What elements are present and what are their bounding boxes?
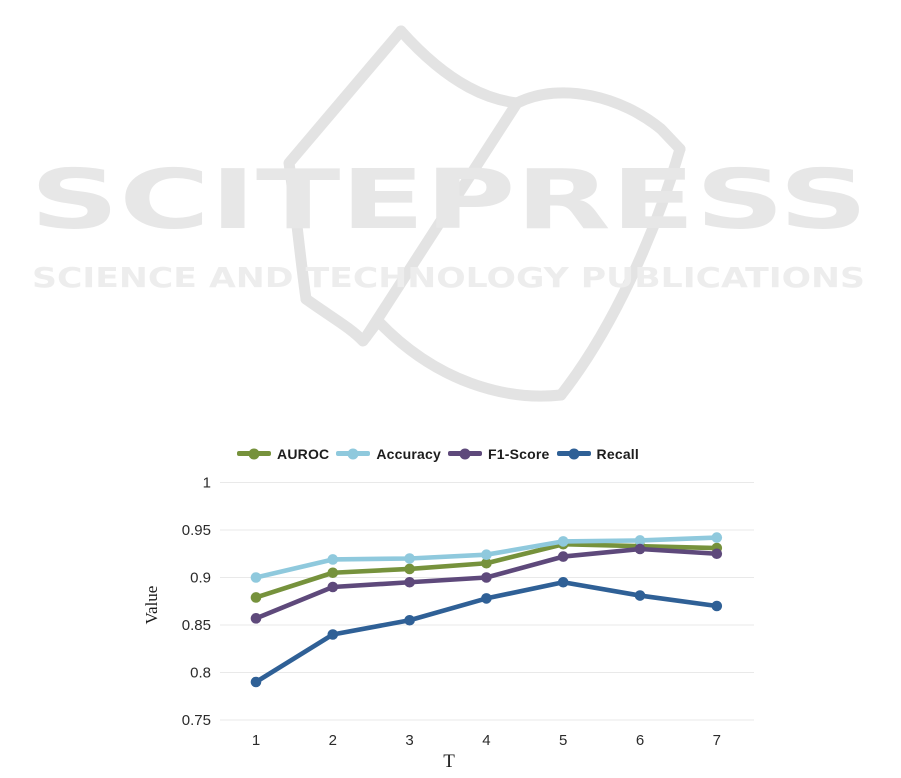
data-point-accuracy-7 [711, 532, 723, 543]
y-tick-label-0.95: 0.95 [182, 522, 211, 539]
y-tick-label-1: 1 [203, 475, 211, 492]
data-point-auroc-1 [250, 592, 262, 603]
data-point-f1-score-1 [250, 613, 262, 624]
data-point-recall-3 [404, 614, 415, 626]
data-point-f1-score-4 [481, 572, 492, 583]
data-point-accuracy-5 [557, 536, 569, 547]
data-point-auroc-4 [481, 557, 492, 569]
chart-legend: AUROC Accuracy F1-Score Recall [0, 444, 892, 463]
legend-marker-icon [336, 448, 371, 459]
data-point-f1-score-2 [327, 581, 339, 593]
y-axis-title: Value [142, 585, 161, 625]
data-point-accuracy-6 [634, 535, 646, 546]
x-tick-label-4: 4 [482, 732, 490, 749]
legend-label: F1-Score [488, 445, 550, 462]
legend-label: Recall [596, 445, 639, 462]
data-point-accuracy-1 [250, 572, 262, 583]
x-tick-label-6: 6 [636, 732, 644, 749]
legend-item-accuracy: Accuracy [336, 446, 448, 462]
data-point-recall-5 [557, 576, 569, 588]
y-tick-label-0.8: 0.8 [190, 665, 211, 682]
x-tick-label-3: 3 [405, 732, 413, 749]
legend-marker-icon [237, 448, 272, 459]
legend-dot-icon [248, 448, 260, 459]
legend-dot-icon [568, 448, 580, 459]
data-point-recall-6 [634, 590, 646, 601]
y-tick-label-0.9: 0.9 [190, 570, 211, 587]
legend-item-recall: Recall [556, 445, 646, 462]
legend-marker-icon [448, 448, 483, 459]
x-axis-title: T [443, 751, 455, 772]
open-book-icon [283, 25, 686, 402]
legend-dot-icon [347, 448, 359, 459]
x-tick-label-7: 7 [713, 732, 721, 749]
x-tick-label-5: 5 [559, 732, 567, 749]
data-point-auroc-2 [327, 567, 339, 579]
data-point-accuracy-2 [327, 554, 339, 565]
legend-item-auroc: AUROC [237, 446, 336, 462]
data-point-f1-score-6 [634, 543, 646, 555]
watermark-tagline-text: SCIENCE AND TECHNOLOGY PUBLICATIONS [32, 261, 865, 294]
watermark-brand-text: SCITEPRESS [30, 153, 868, 248]
legend-item-f1-score: F1-Score [448, 446, 557, 462]
legend-marker-icon [556, 448, 591, 459]
y-tick-label-0.85: 0.85 [182, 617, 211, 634]
data-point-auroc-3 [404, 563, 415, 575]
legend-label: AUROC [277, 445, 330, 462]
data-point-recall-1 [250, 676, 262, 688]
legend-label: Accuracy [376, 445, 442, 462]
legend-dot-icon [459, 448, 471, 459]
data-point-f1-score-7 [711, 548, 723, 560]
data-point-recall-4 [481, 593, 492, 604]
x-tick-label-1: 1 [252, 732, 260, 749]
data-point-accuracy-3 [404, 553, 415, 564]
y-tick-label-0.75: 0.75 [182, 712, 211, 729]
data-point-f1-score-5 [557, 551, 569, 562]
x-tick-label-2: 2 [329, 732, 337, 749]
data-point-accuracy-4 [481, 549, 492, 560]
data-point-f1-score-3 [404, 576, 415, 588]
data-point-recall-2 [327, 629, 339, 640]
data-point-recall-7 [711, 600, 723, 612]
